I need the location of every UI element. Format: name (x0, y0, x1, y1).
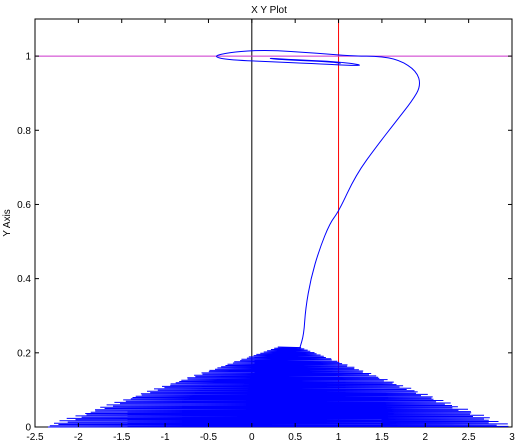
y-axis-label: Y Axis (2, 209, 13, 237)
y-tick-label: 0 (25, 423, 31, 434)
x-tick-label: 2 (422, 432, 428, 443)
x-tick-label: -2.5 (26, 432, 44, 443)
y-tick-label: 0.2 (17, 348, 31, 359)
x-tick-label: -1 (161, 432, 170, 443)
x-tick-label: -2 (74, 432, 83, 443)
x-tick-label: 0.5 (288, 432, 302, 443)
chart-title: X Y Plot (251, 5, 287, 16)
y-tick-label: 0.4 (17, 274, 31, 285)
y-tick-label: 0.6 (17, 200, 31, 211)
x-tick-label: 1 (336, 432, 342, 443)
x-tick-label: 0 (249, 432, 255, 443)
x-tick-label: 2.5 (462, 432, 476, 443)
x-tick-label: 3 (509, 432, 515, 443)
y-tick-label: 1 (25, 52, 31, 63)
y-tick-label: 0.8 (17, 126, 31, 137)
x-tick-label: 1.5 (375, 432, 389, 443)
oscillation-band-curve (47, 346, 509, 428)
x-tick-label: -0.5 (200, 432, 218, 443)
plot-area: -2.5 -2 -1.5 -1 -0.5 0 0.5 1 1.5 2 2.5 3 0 0.2 0.4 0.6 0… (17, 18, 515, 443)
x-tick-label: -1.5 (113, 432, 131, 443)
trajectory-curve (216, 49, 420, 350)
